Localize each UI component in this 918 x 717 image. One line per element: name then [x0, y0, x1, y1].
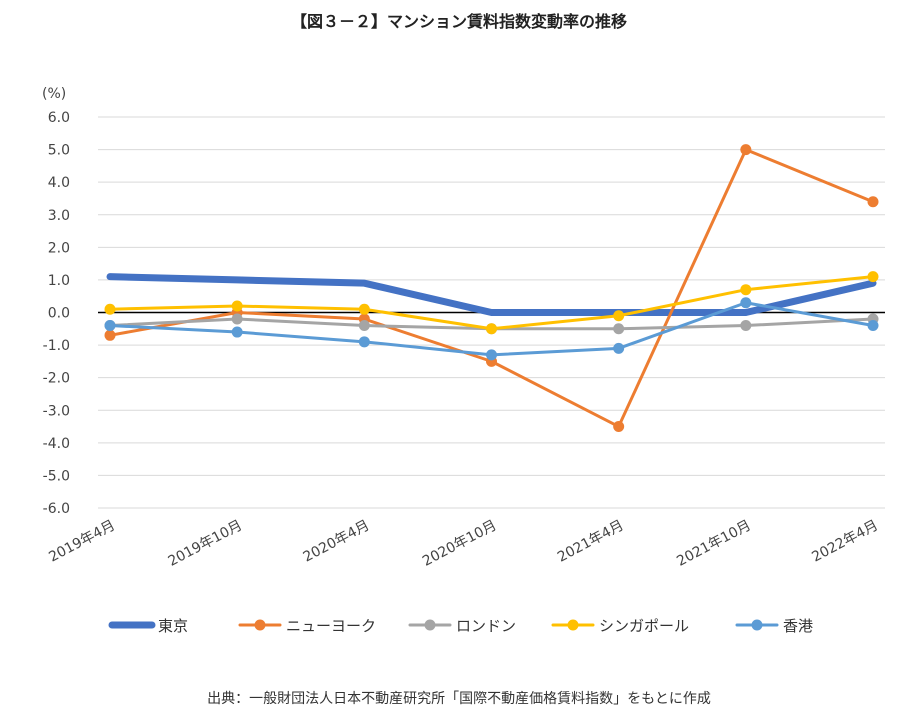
- series-1: [104, 144, 879, 433]
- legend-marker: [254, 619, 266, 631]
- legend-marker: [424, 619, 436, 631]
- data-point: [358, 303, 370, 315]
- data-point: [867, 320, 879, 332]
- data-point: [613, 342, 625, 354]
- data-point: [613, 310, 625, 322]
- data-point: [740, 284, 752, 296]
- y-axis-unit-label: (%): [42, 86, 66, 102]
- y-tick-label: 0.0: [48, 306, 70, 322]
- x-tick-label: 2019年10月: [166, 517, 245, 569]
- y-tick-label: 6.0: [48, 110, 70, 126]
- data-point: [358, 336, 370, 348]
- x-tick-label: 2021年10月: [674, 517, 753, 569]
- y-tick-label: -5.0: [43, 468, 70, 484]
- legend-label: シンガポール: [599, 617, 689, 635]
- y-tick-label: -4.0: [43, 436, 70, 452]
- y-tick-label: 2.0: [48, 240, 70, 256]
- data-point: [613, 421, 625, 433]
- data-point: [486, 323, 497, 335]
- x-tick-label: 2020年10月: [420, 517, 499, 569]
- y-tick-label: -1.0: [43, 338, 70, 354]
- data-point: [867, 196, 879, 208]
- legend-label: 東京: [158, 617, 188, 635]
- series-lines: [104, 144, 879, 433]
- data-point: [486, 349, 497, 361]
- legend-label: ニューヨーク: [286, 617, 376, 635]
- data-point: [740, 144, 752, 156]
- series-3: [104, 271, 879, 335]
- legend-label: 香港: [783, 617, 813, 635]
- legend-marker: [751, 619, 763, 631]
- data-point: [104, 303, 116, 315]
- gridlines: [98, 116, 885, 509]
- y-tick-label: 4.0: [48, 175, 70, 191]
- data-point: [231, 313, 243, 325]
- x-tick-label: 2020年4月: [301, 517, 373, 565]
- series-line: [106, 273, 877, 316]
- legend-marker: [567, 619, 579, 631]
- y-tick-label: 1.0: [48, 273, 70, 289]
- legend-item-2: ロンドン: [408, 617, 516, 635]
- x-tick-label: 2021年4月: [555, 517, 627, 565]
- legend: 東京 ニューヨーク ロンドン シンガポール 香港: [108, 617, 813, 635]
- x-tick-label: 2022年4月: [809, 517, 881, 565]
- series-4: [104, 297, 879, 361]
- data-point: [104, 320, 116, 332]
- y-tick-label: 3.0: [48, 208, 70, 224]
- y-tick-label: -3.0: [43, 403, 70, 419]
- data-point: [740, 297, 752, 309]
- legend-item-3: シンガポール: [551, 617, 689, 635]
- y-tick-label: -6.0: [43, 501, 70, 517]
- data-point: [740, 320, 752, 332]
- data-point: [358, 320, 370, 332]
- x-axis-ticks: 2019年4月 2019年10月 2020年4月 2020年10月 2021年4月 202…: [46, 517, 881, 569]
- source-note: 出典：一般財団法人日本不動産研究所「国際不動産価格賃料指数」をもとに作成: [207, 691, 711, 707]
- data-point: [231, 326, 243, 338]
- series-0: [106, 273, 877, 316]
- data-point: [613, 323, 625, 335]
- chart-title: 【図３－２】マンション賃料指数変動率の推移: [290, 12, 627, 31]
- y-tick-label: 5.0: [48, 143, 70, 159]
- legend-item-0: 東京: [108, 617, 188, 635]
- x-tick-label: 2019年4月: [46, 517, 118, 565]
- legend-item-4: 香港: [735, 617, 813, 635]
- legend-label: ロンドン: [456, 617, 516, 635]
- data-point: [104, 329, 116, 341]
- y-tick-label: -2.0: [43, 371, 70, 387]
- data-point: [867, 271, 879, 283]
- data-point: [231, 300, 243, 312]
- legend-item-1: ニューヨーク: [238, 617, 376, 635]
- y-axis-ticks: 6.0 5.0 4.0 3.0 2.0 1.0 0.0 -1.0 -2.0 -3.0 -4.0 -5.…: [43, 110, 70, 517]
